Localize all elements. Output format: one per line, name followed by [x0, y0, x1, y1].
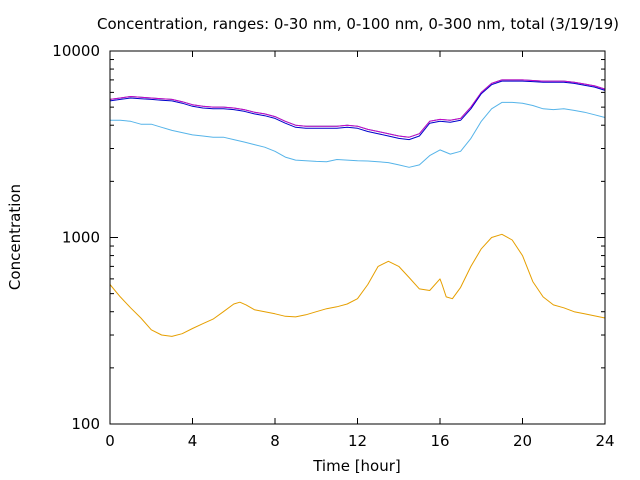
chart-title: Concentration, ranges: 0-30 nm, 0-100 nm… — [97, 15, 619, 33]
series-layer — [109, 79, 606, 337]
series-line-1 — [110, 101, 606, 168]
x-tick-label: 8 — [270, 432, 280, 450]
series-line-0 — [109, 233, 606, 337]
y-tick-label: 1000 — [62, 229, 100, 247]
y-axis-label: Concentration — [6, 184, 24, 290]
x-tick-label: 12 — [348, 432, 367, 450]
x-tick-label: 4 — [188, 432, 198, 450]
y-tick-label: 10000 — [52, 42, 100, 60]
x-axis-label: Time [hour] — [312, 457, 401, 475]
plot-frame — [109, 50, 606, 425]
x-tick-label: 0 — [105, 432, 115, 450]
x-tick-label: 24 — [595, 432, 614, 450]
x-tick-label: 16 — [430, 432, 449, 450]
y-tick-label: 100 — [71, 415, 100, 433]
series-line-4 — [109, 80, 606, 141]
x-tick-label: 20 — [513, 432, 532, 450]
ticks-layer: 0 4 8 12 16 20 24 100 1000 10000 — [52, 42, 614, 450]
series-line-3 — [109, 79, 606, 138]
